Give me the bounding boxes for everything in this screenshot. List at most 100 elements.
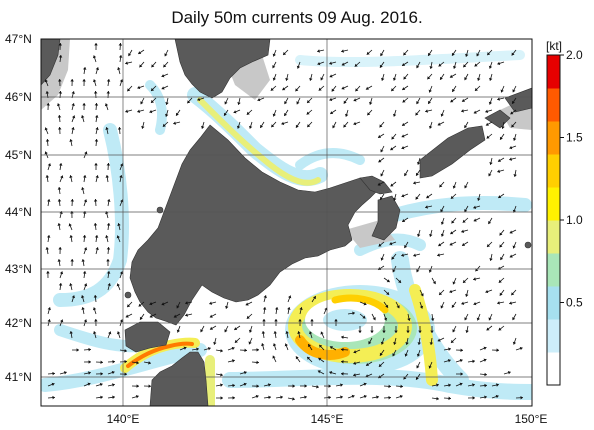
current-arrow-head [390, 147, 394, 151]
current-arrow-head [124, 372, 127, 376]
current-arrow-head [358, 330, 362, 333]
current-arrow-head [274, 307, 279, 310]
current-arrow-head [512, 100, 515, 104]
current-arrow-head [341, 335, 344, 339]
current-arrow-head [417, 342, 421, 345]
current-arrow-head [497, 301, 500, 305]
current-arrow-head [213, 341, 217, 345]
current-arrow-head [402, 99, 406, 103]
current-arrow-head [463, 64, 467, 68]
current-arrow-head [261, 343, 265, 347]
current-arrow-head [232, 396, 235, 400]
current-arrow-head [58, 247, 62, 250]
lon-label-145: 145°E [311, 412, 344, 426]
rishiri-land [156, 206, 164, 214]
current-arrow-head [498, 327, 502, 331]
current-arrow-head [474, 63, 478, 67]
current-arrow-head [93, 91, 98, 94]
current-arrow-head [220, 373, 223, 377]
current-arrow-head [282, 87, 286, 91]
current-arrow-head [244, 348, 247, 353]
current-arrow-head [112, 383, 115, 387]
current-arrow-head [510, 111, 514, 115]
current-arrow-head [94, 103, 99, 106]
colorbar-block [547, 253, 560, 287]
current-arrow-head [261, 331, 266, 334]
current-arrow-head [376, 395, 379, 399]
current-arrow-head [440, 233, 445, 237]
current-arrow-head [391, 256, 395, 260]
current-arrow-head [125, 314, 129, 318]
current-arrow-head [488, 65, 493, 69]
current-arrow-head [512, 137, 517, 141]
land [41, 39, 532, 406]
current-arrow-head [473, 205, 477, 209]
current-arrow-head [59, 271, 64, 275]
current-arrow-head [385, 304, 389, 308]
current-arrow-head [58, 43, 62, 46]
current-arrow-head [272, 113, 276, 117]
current-arrow-head [341, 359, 344, 364]
current-arrow-head [137, 109, 141, 113]
colorbar-block [547, 187, 560, 221]
honshu-land [149, 351, 209, 406]
current-arrow-head [127, 88, 131, 92]
current-arrow-head [353, 98, 357, 102]
current-arrow-head [176, 329, 181, 333]
current-arrow-head [500, 257, 504, 261]
current-arrow-head [106, 259, 110, 262]
current-arrow-head [312, 296, 316, 300]
current-arrow-head [270, 87, 274, 91]
current-arrow-head [341, 62, 345, 66]
current-arrow-head [452, 185, 457, 189]
current-arrow-head [513, 174, 517, 177]
current-arrow-head [243, 382, 247, 387]
current-arrow-head [136, 360, 139, 365]
current-arrow-head [392, 269, 396, 273]
current-arrow-head [125, 109, 129, 113]
current-arrow-head [83, 319, 88, 323]
current-arrow-head [460, 372, 463, 376]
current-arrow-head [496, 348, 499, 352]
current-arrow-head [486, 135, 490, 139]
current-arrow-head [488, 317, 492, 321]
current-arrow-head [451, 52, 455, 56]
current-arrow-head [343, 124, 347, 128]
current-arrow-head [406, 330, 410, 333]
current-arrow-head [489, 162, 493, 165]
current-arrow-head [118, 43, 123, 46]
current-arrow-head [47, 163, 52, 167]
current-arrow-head [280, 395, 283, 400]
current-arrow-head [407, 318, 411, 321]
current-arrow-head [416, 65, 420, 69]
current-arrow-head [92, 79, 97, 83]
current-arrow-head [448, 347, 451, 351]
current-arrow-head [378, 134, 382, 138]
current-arrow-head [452, 281, 456, 285]
current-arrow-head [473, 277, 476, 281]
current-arrow-head [95, 67, 100, 71]
current-arrow-head [499, 244, 503, 248]
current-arrow-head [331, 88, 335, 92]
current-arrow-head [187, 100, 191, 104]
current-arrow-head [341, 86, 345, 90]
current-arrow-head [344, 113, 349, 117]
current-arrow-head [509, 157, 512, 161]
current-arrow-head [353, 373, 356, 377]
current-arrow-head [310, 319, 314, 322]
current-arrow-head [88, 360, 91, 364]
current-arrow-head [128, 53, 132, 57]
colorbar-ticks: 2.0 1.5 1.0 0.5 [560, 48, 583, 310]
current-arrow-head [232, 359, 235, 363]
current-arrow-head [379, 124, 383, 128]
current-arrow-head [106, 271, 111, 274]
current-arrow-head [377, 182, 381, 186]
current-arrow-head [354, 63, 358, 67]
current-arrow-head [352, 311, 355, 315]
current-arrow-head [368, 341, 372, 345]
current-arrow-head [57, 187, 62, 190]
colorbar-block [547, 154, 560, 188]
current-arrow-head [161, 74, 165, 78]
current-arrow-head [82, 103, 86, 106]
